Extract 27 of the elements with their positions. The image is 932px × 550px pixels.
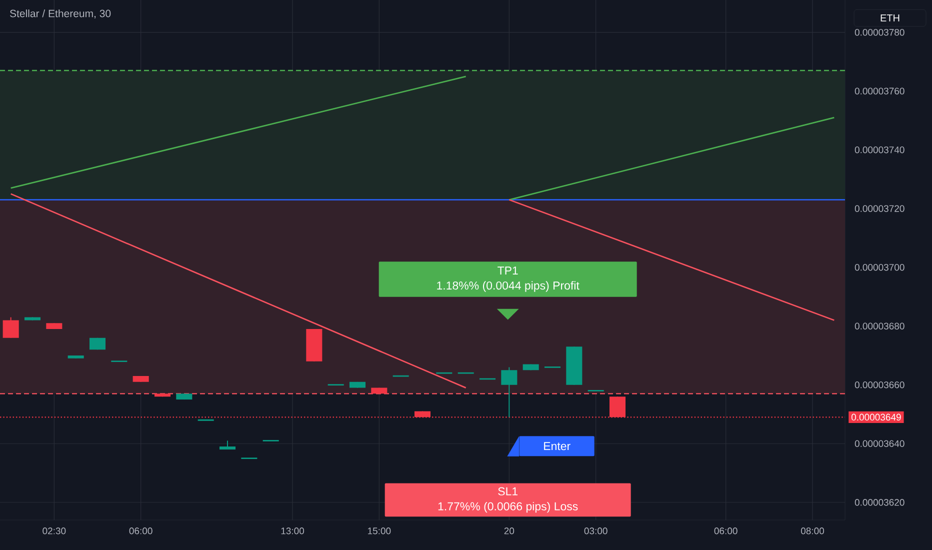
x-tick-label: 02:30 [42, 528, 66, 534]
annotation: 1.77%% (0.0066 pips) Loss [438, 502, 578, 513]
annotation: TP1 [498, 266, 518, 274]
x-tick-label: 06:00 [129, 528, 152, 534]
x-tick-label: 08:00 [801, 528, 824, 534]
y-tick-label: 0.00003700 [854, 264, 904, 271]
y-tick-label: 0.00003720 [854, 205, 904, 212]
candlestick [501, 366, 518, 418]
x-tick-label: 03:00 [584, 528, 608, 534]
y-tick-label: 0.00003660 [854, 381, 904, 388]
y-tick-label: 0.00003780 [854, 28, 904, 36]
x-tick-label: 06:00 [714, 528, 738, 534]
candlestick [2, 316, 19, 338]
y-tick-label: 0.00003740 [854, 146, 904, 154]
annotation: SL1 [498, 487, 518, 496]
x-tick-label: 15:00 [368, 528, 391, 534]
text: ETH [880, 14, 900, 22]
y-tick-label: 0.00003680 [854, 322, 904, 330]
y-tick-label: 0.00003640 [854, 440, 904, 447]
y-tick-label: 0.00003760 [854, 88, 904, 94]
y-tick-label: 0.00003620 [854, 499, 904, 506]
annotation: Enter [544, 442, 570, 450]
x-tick-label: 20 [504, 528, 514, 534]
annotation: 1.18%% (0.0044 pips) Profit [437, 281, 580, 292]
x-tick-label: 13:00 [281, 528, 304, 534]
ref-line-label: 0.00003649 [851, 414, 901, 421]
text: Stellar / Ethereum, 30 [10, 10, 111, 18]
